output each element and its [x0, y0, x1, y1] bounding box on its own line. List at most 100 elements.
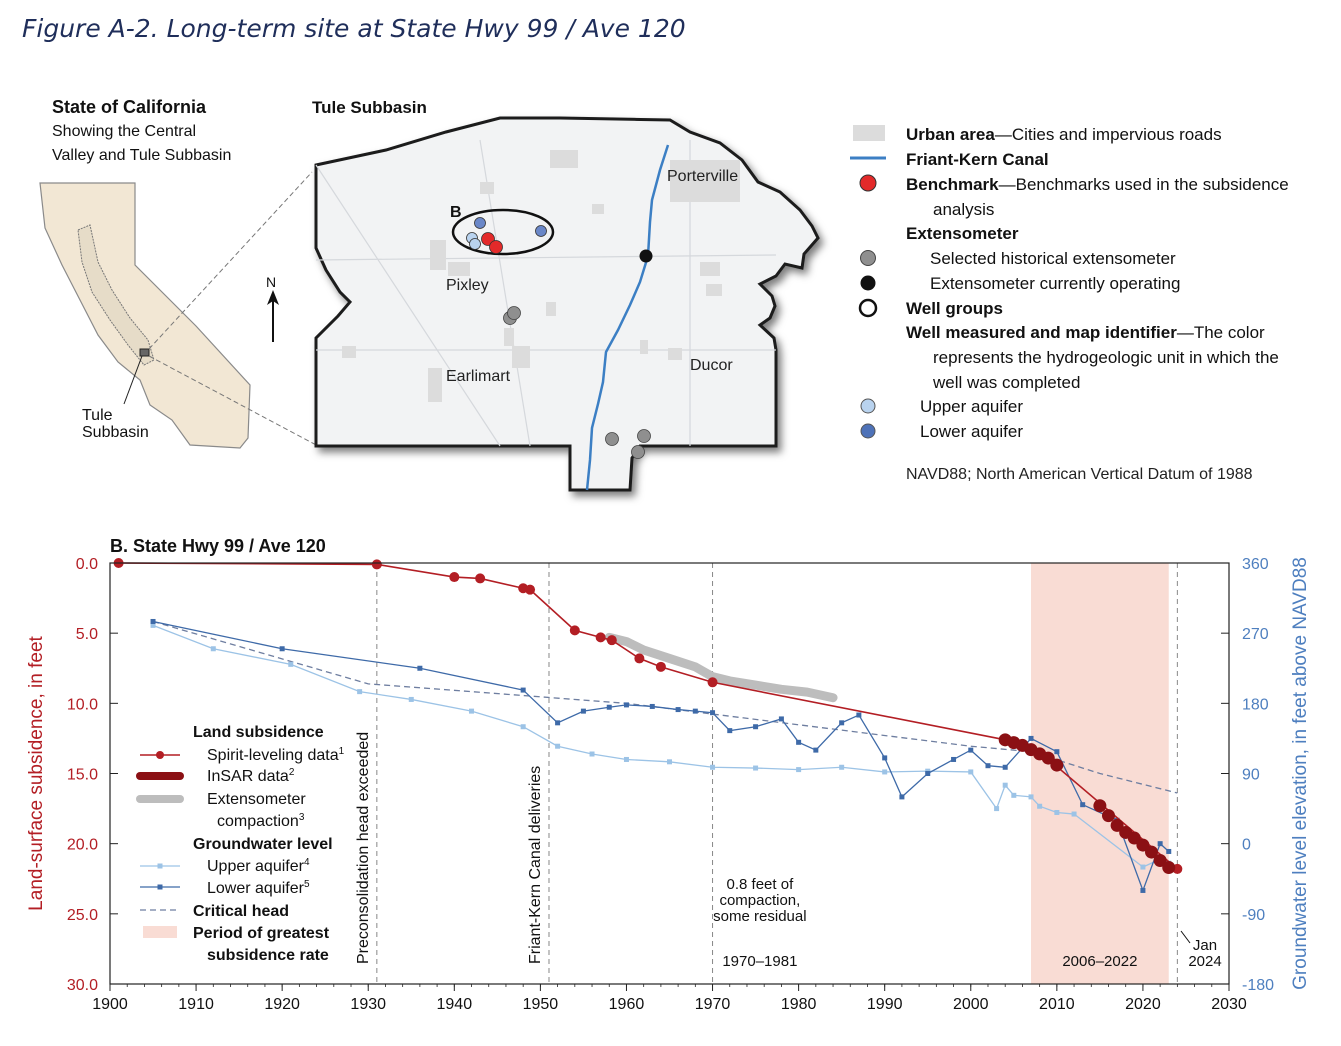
x-tick-label: 1930: [350, 996, 386, 1013]
spirit-leveling-point: [606, 635, 617, 646]
legend-wellgroup-swatch: [858, 298, 878, 318]
x-tick-label: 1980: [781, 996, 817, 1013]
y-left-tick-label: 30.0: [67, 977, 98, 994]
extensometer-historical: [631, 445, 645, 459]
inset-title: State of California: [52, 97, 207, 117]
lower-aquifer-point: [1054, 749, 1060, 755]
legend-wellgroups: Well groups: [906, 299, 1003, 318]
upper-aquifer-point: [288, 661, 294, 667]
annotation-compaction-2: compaction,: [719, 892, 800, 909]
spirit-leveling-point: [449, 572, 460, 583]
y-right-tick-label: 270: [1242, 626, 1269, 643]
lower-aquifer-point: [555, 720, 561, 726]
x-tick-label: 1900: [92, 996, 128, 1013]
friant-kern-canal: [585, 144, 670, 491]
legend-spirit-dot: [156, 751, 164, 759]
lower-aquifer-point: [925, 771, 931, 776]
y-left-tick-label: 15.0: [67, 767, 98, 784]
urban-areas: [342, 150, 740, 402]
upper-aquifer-point: [623, 756, 629, 762]
lower-aquifer-point: [1166, 848, 1172, 854]
insar-point: [1050, 758, 1064, 772]
upper-aquifer-point: [469, 708, 475, 714]
y-axis-left-label: Land-surface subsidence, in feet: [26, 635, 47, 910]
annotation-2006-2022: 2006–2022: [1062, 953, 1137, 970]
y-axis-right-label: Groundwater level elevation, in feet abo…: [1290, 557, 1311, 990]
upper-aquifer-point: [882, 769, 888, 775]
upper-aquifer-point: [520, 724, 526, 730]
annotation-1970-1981: 1970–1981: [722, 953, 797, 970]
legend-well: Well measured and map identifier—The col…: [906, 323, 1265, 342]
place-earlimart: Earlimart: [446, 368, 511, 385]
y-right-tick-label: 360: [1242, 556, 1269, 573]
subsidence-chart: B. State Hwy 99 / Ave 120 Preconsolidati…: [26, 536, 1311, 1013]
chart-title: B. State Hwy 99 / Ave 120: [110, 536, 326, 556]
lower-aquifer-point: [649, 703, 655, 709]
legend-lower: Lower aquifer5: [207, 879, 310, 897]
legend-benchmark-swatch: [859, 174, 877, 192]
annotation-compaction-1: 0.8 feet of: [727, 876, 795, 893]
extensometer-historical: [605, 432, 619, 446]
upper-aquifer-point: [555, 743, 561, 749]
y-left-tick-label: 0.0: [76, 556, 98, 573]
legend-urban-swatch: [853, 125, 885, 141]
y-right-tick-label: 180: [1242, 696, 1269, 713]
y-right-tick-label: 0: [1242, 837, 1251, 854]
spirit-leveling-point: [371, 559, 382, 570]
upper-aquifer-point: [994, 806, 1000, 812]
place-porterville: Porterville: [667, 168, 738, 185]
lower-aquifer-point: [882, 755, 888, 761]
upper-aquifer-point: [1071, 811, 1077, 817]
legend-land-header: Land subsidence: [193, 724, 324, 741]
lower-aquifer-point: [778, 716, 784, 722]
tule-subbasin-marker: [139, 348, 150, 357]
tule-leader-line: [123, 355, 143, 405]
map-legend: Urban area—Cities and impervious roads F…: [850, 125, 1289, 483]
insar-point: [1101, 809, 1115, 823]
california-inset: State of California Showing the Central …: [39, 97, 319, 449]
upper-aquifer-line: [152, 624, 1170, 868]
event-label: Preconsolidation head exceeded: [355, 732, 372, 964]
insar-point: [1110, 818, 1124, 832]
legend-operating-swatch: [860, 275, 876, 291]
figure-title: Figure A-2. Long-term site at State Hwy …: [22, 14, 686, 43]
lower-aquifer-point: [951, 756, 957, 762]
critical-head-line: [152, 620, 1178, 794]
place-pixley: Pixley: [446, 277, 489, 294]
legend-benchmark-2: analysis: [933, 200, 994, 219]
extensometer-historical: [637, 429, 651, 443]
y-left-tick-label: 20.0: [67, 837, 98, 854]
upper-aquifer-point: [1028, 794, 1034, 800]
lower-aquifer-point: [727, 728, 733, 734]
x-tick-label: 1950: [523, 996, 559, 1013]
legend-lower: Lower aquifer: [920, 422, 1023, 441]
upper-aquifer-point: [1002, 782, 1008, 788]
spirit-leveling-point: [525, 584, 536, 595]
legend-insar: InSAR data2: [207, 767, 295, 785]
extensometer-compaction-line: [604, 632, 838, 703]
site-label-b: B: [450, 204, 462, 221]
annotation-compaction-3: some residual: [713, 908, 806, 925]
legend-historical-swatch: [860, 250, 876, 266]
insar-point: [1162, 861, 1176, 875]
lower-aquifer-point: [675, 707, 681, 713]
upper-aquifer-point: [357, 689, 363, 695]
central-valley-outline: [77, 224, 155, 366]
upper-aquifer-point: [589, 751, 595, 757]
lower-aquifer-well: [474, 217, 486, 229]
insar-point: [1136, 838, 1150, 852]
upper-aquifer-point: [796, 767, 802, 773]
legend-critical: Critical head: [193, 903, 289, 920]
legend-extensometer: Extensometer: [906, 224, 1019, 243]
spirit-leveling-point: [634, 653, 645, 664]
legend-upper-swatch: [860, 398, 876, 414]
spirit-leveling-point: [655, 661, 666, 672]
x-tick-label: 1940: [437, 996, 473, 1013]
spirit-leveling-point: [595, 632, 606, 643]
annotation-jan: Jan: [1193, 937, 1217, 954]
lower-aquifer-point: [899, 794, 905, 800]
lower-aquifer-point: [753, 724, 759, 730]
x-tick-label: 2000: [953, 996, 989, 1013]
legend-period-2: subsidence rate: [207, 947, 329, 964]
annotation-2024: 2024: [1188, 953, 1221, 970]
